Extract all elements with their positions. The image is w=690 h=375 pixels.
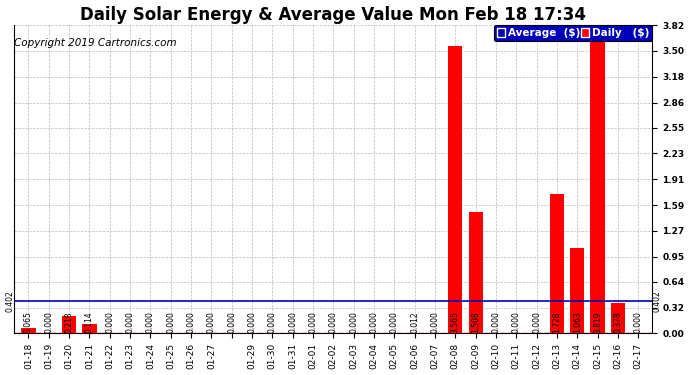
Text: 0.000: 0.000 — [390, 311, 399, 333]
Text: 1.508: 1.508 — [471, 312, 480, 333]
Bar — [448, 46, 462, 333]
Text: 0.218: 0.218 — [65, 312, 74, 333]
Text: 0.000: 0.000 — [146, 311, 155, 333]
Text: 0.000: 0.000 — [431, 311, 440, 333]
Text: 0.000: 0.000 — [186, 311, 195, 333]
Text: 0.000: 0.000 — [227, 311, 236, 333]
Bar — [469, 212, 483, 333]
Text: 0.000: 0.000 — [248, 311, 257, 333]
Bar — [611, 303, 625, 333]
Text: 0.000: 0.000 — [512, 311, 521, 333]
Text: 0.065: 0.065 — [24, 311, 33, 333]
Text: 1.728: 1.728 — [553, 312, 562, 333]
Text: 0.000: 0.000 — [349, 311, 358, 333]
Bar — [550, 194, 564, 333]
Bar — [570, 248, 584, 333]
Title: Daily Solar Energy & Average Value Mon Feb 18 17:34: Daily Solar Energy & Average Value Mon F… — [80, 6, 586, 24]
Text: 0.000: 0.000 — [166, 311, 175, 333]
Text: 0.000: 0.000 — [370, 311, 379, 333]
Text: 1.063: 1.063 — [573, 311, 582, 333]
Text: 0.000: 0.000 — [106, 311, 115, 333]
Text: 0.000: 0.000 — [207, 311, 216, 333]
Text: 0.402: 0.402 — [652, 290, 661, 312]
Text: 0.000: 0.000 — [633, 311, 643, 333]
Text: 0.000: 0.000 — [329, 311, 338, 333]
Legend: Average  ($), Daily   ($): Average ($), Daily ($) — [493, 25, 653, 41]
Bar — [82, 324, 97, 333]
Text: 0.000: 0.000 — [126, 311, 135, 333]
Text: 0.402: 0.402 — [6, 290, 14, 312]
Bar — [62, 316, 76, 333]
Text: 0.114: 0.114 — [85, 312, 94, 333]
Text: 0.000: 0.000 — [288, 311, 297, 333]
Text: Copyright 2019 Cartronics.com: Copyright 2019 Cartronics.com — [14, 38, 177, 48]
Text: 0.000: 0.000 — [44, 311, 53, 333]
Text: 3.819: 3.819 — [593, 312, 602, 333]
Bar — [21, 328, 36, 333]
Text: 0.000: 0.000 — [308, 311, 317, 333]
Text: 0.012: 0.012 — [410, 312, 419, 333]
Text: 0.378: 0.378 — [613, 311, 622, 333]
Text: 0.000: 0.000 — [268, 311, 277, 333]
Text: 3.565: 3.565 — [451, 311, 460, 333]
Text: 0.000: 0.000 — [491, 311, 500, 333]
Bar — [591, 25, 604, 333]
Text: 0.000: 0.000 — [532, 311, 541, 333]
